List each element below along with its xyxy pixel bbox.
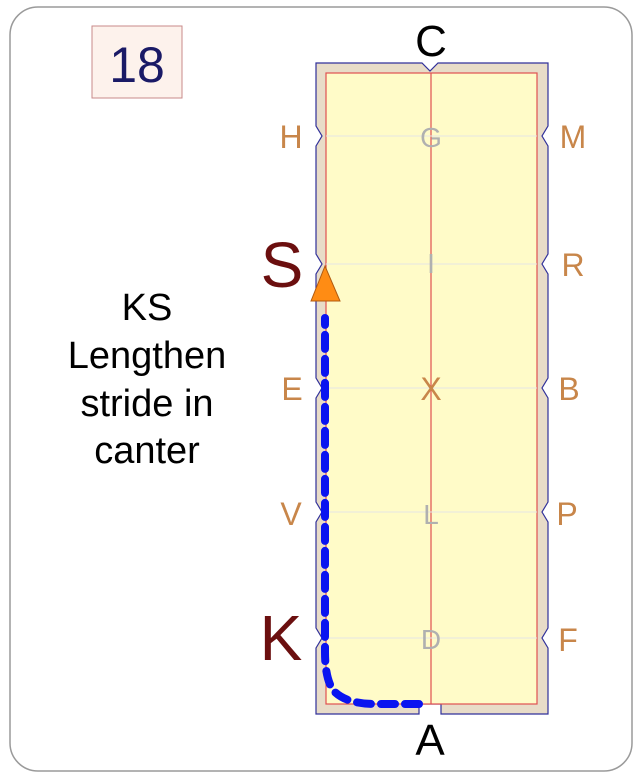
letter-l: L: [423, 499, 439, 530]
letter-e: E: [281, 371, 302, 407]
letter-k: K: [260, 602, 303, 674]
instruction-line-2: Lengthen: [68, 335, 227, 377]
letter-f: F: [558, 622, 578, 658]
letter-x: X: [420, 371, 441, 407]
letter-m: M: [560, 119, 587, 155]
instruction-line-3: stride in: [80, 383, 213, 425]
ride-path: [321, 314, 423, 708]
instruction-line-4: canter: [94, 430, 200, 472]
card-number-box: [91, 25, 183, 99]
letter-b: B: [558, 371, 579, 407]
letter-p: P: [556, 496, 577, 532]
card-number: 18: [109, 37, 165, 93]
letter-i: I: [427, 248, 435, 279]
instruction-line-1: KS: [122, 287, 173, 329]
letter-c: C: [415, 17, 447, 66]
letter-g: G: [420, 122, 442, 153]
letter-h: H: [279, 119, 302, 155]
letter-a: A: [415, 716, 445, 765]
letter-r: R: [561, 247, 584, 283]
letter-d: D: [421, 624, 441, 655]
letter-v: V: [280, 496, 302, 532]
arrow-icon: [310, 264, 341, 302]
letter-s: S: [261, 229, 304, 301]
